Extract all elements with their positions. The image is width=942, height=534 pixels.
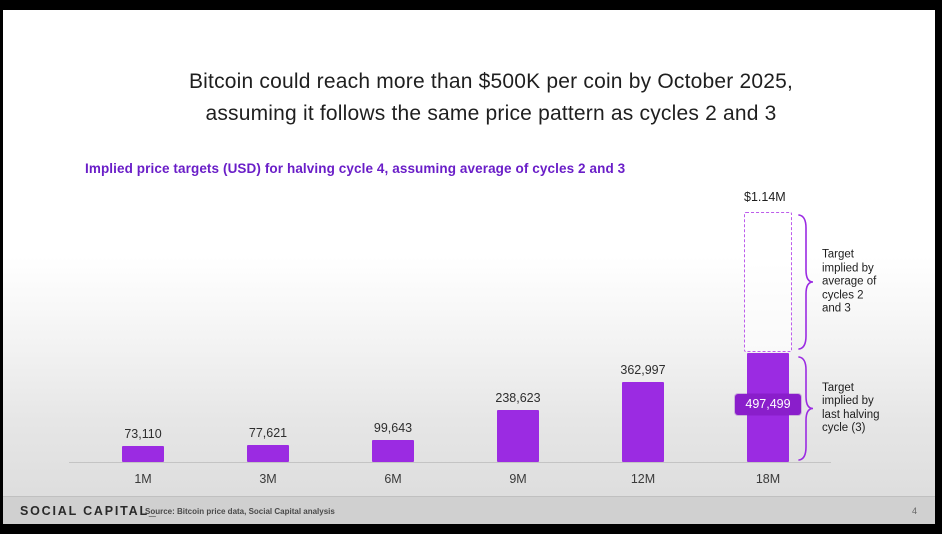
bar-12M <box>622 382 664 462</box>
bar-1M <box>122 446 164 462</box>
category-label-9M: 9M <box>509 472 527 486</box>
x-axis-line <box>69 462 831 463</box>
source-note: Source: Bitcoin price data, Social Capit… <box>145 507 335 516</box>
annotation-last-halving-cycle: Target implied by last halving cycle (3) <box>822 381 880 435</box>
bar-9M <box>497 410 539 462</box>
bar-value-label: 238,623 <box>495 391 541 405</box>
brace-projected-range <box>798 214 814 350</box>
annotation-average-of-cycles: Target implied by average of cycles 2 an… <box>822 248 877 315</box>
bar-value-label: 77,621 <box>248 426 288 440</box>
slide-title: Bitcoin could reach more than $500K per … <box>3 66 935 130</box>
bar-value-label: 362,997 <box>620 363 666 377</box>
bar-3M <box>247 445 289 462</box>
bar-value-label: 73,110 <box>124 427 162 441</box>
category-label-3M: 3M <box>259 472 277 486</box>
bar-value-label: 99,643 <box>373 421 413 435</box>
bar-value-label-inside: 497,499 <box>735 394 801 415</box>
brace-solid-range <box>798 356 814 461</box>
slide: Bitcoin could reach more than $500K per … <box>3 10 935 524</box>
footer-bar: SOCIAL CAPITAL_ Source: Bitcoin price da… <box>3 496 935 524</box>
projected-bar-outline <box>744 212 792 352</box>
chart-subtitle: Implied price targets (USD) for halving … <box>85 161 626 176</box>
bar-6M <box>372 440 414 462</box>
category-label-1M: 1M <box>134 472 152 486</box>
page-number: 4 <box>911 506 917 516</box>
bar-chart: 1M 73,110 3M 77,621 6M 99,643 9M 238,623 12M 362,… <box>3 10 935 524</box>
category-label-12M: 12M <box>630 472 656 486</box>
projected-value-label: $1.14M <box>744 190 786 204</box>
category-label-18M: 18M <box>755 472 781 486</box>
category-label-6M: 6M <box>384 472 402 486</box>
brand-logo: SOCIAL CAPITAL_ <box>20 504 158 518</box>
title-line-2: assuming it follows the same price patte… <box>205 102 777 125</box>
title-line-1: Bitcoin could reach more than $500K per … <box>188 70 794 93</box>
